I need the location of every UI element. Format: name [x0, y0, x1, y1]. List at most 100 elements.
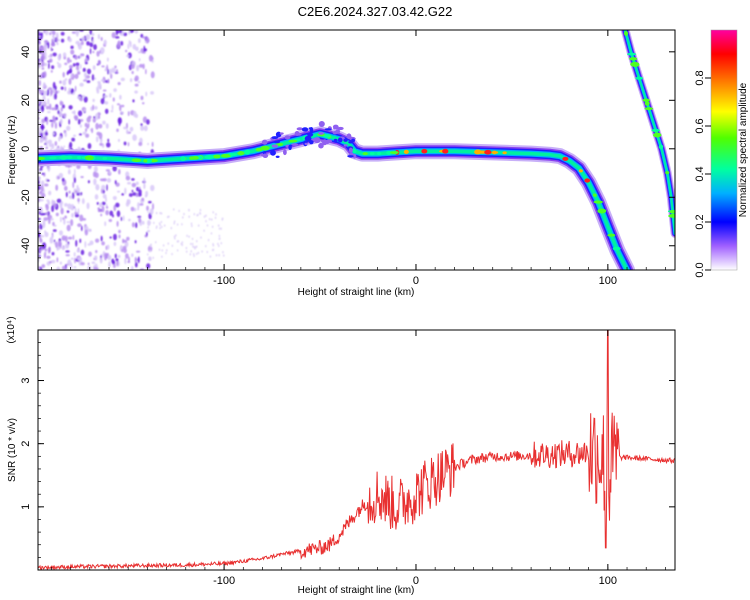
noise-speck: [65, 250, 70, 253]
noise-speck: [145, 190, 149, 197]
noise-speck: [133, 207, 137, 212]
noise-speck: [149, 221, 152, 224]
noise-speck: [45, 204, 49, 211]
noise-speck: [215, 213, 217, 216]
noise-speck: [73, 252, 76, 257]
noise-speck: [147, 229, 151, 233]
noise-speck: [101, 65, 105, 68]
ridge-hotspot: [180, 156, 186, 162]
noise-speck: [80, 119, 84, 122]
noise-speck: [52, 34, 55, 38]
y-tick-label: 2: [20, 441, 32, 447]
noise-speck: [144, 40, 147, 44]
noise-speck: [70, 45, 74, 50]
ridge-scatter: [347, 155, 354, 158]
noise-speck: [181, 223, 183, 226]
noise-speck: [118, 234, 121, 239]
noise-speck: [163, 224, 166, 227]
noise-speck: [60, 86, 64, 90]
noise-speck: [47, 98, 50, 105]
colorbar: 0.0 0.2 0.4 0.6 0.8 Normalized spectral ampl…: [694, 29, 749, 278]
noise-speck: [132, 99, 135, 103]
noise-speck: [46, 199, 50, 202]
noise-speck: [66, 57, 71, 64]
ridge-scatter: [333, 127, 339, 130]
noise-speck: [114, 36, 120, 39]
noise-speck: [87, 143, 92, 150]
noise-speck: [51, 205, 55, 212]
noise-speck: [129, 78, 133, 83]
noise-speck: [183, 212, 185, 216]
snr-y-ticks: 1 2 3: [20, 342, 675, 558]
noise-speck: [41, 208, 43, 215]
noise-speck: [41, 264, 46, 268]
noise-speck: [146, 231, 148, 237]
noise-speck: [64, 185, 68, 191]
noise-speck: [125, 49, 128, 53]
noise-speck: [77, 198, 80, 202]
noise-speck: [39, 249, 42, 252]
noise-speck: [84, 62, 88, 65]
noise-speck: [162, 244, 165, 247]
ridge-hotspot: [204, 154, 214, 160]
noise-speck: [125, 253, 129, 259]
noise-speck: [149, 249, 151, 253]
noise-speck: [135, 250, 141, 253]
noise-speck: [38, 176, 41, 181]
noise-speck: [124, 241, 129, 248]
y-tick-label: 0: [20, 146, 32, 152]
noise-speck: [158, 248, 161, 251]
noise-speck: [64, 203, 68, 207]
noise-speck: [59, 118, 63, 125]
spectrogram-y-ticks: -40 -20 0 20 40: [20, 39, 675, 271]
noise-speck: [112, 195, 117, 201]
noise-speck: [74, 116, 79, 121]
noise-speck: [117, 254, 121, 258]
noise-speck: [151, 141, 154, 148]
noise-speck: [38, 185, 41, 190]
noise-speck: [218, 237, 221, 241]
noise-speck: [38, 35, 42, 38]
noise-speck: [131, 189, 134, 193]
noise-speck: [221, 218, 224, 221]
noise-speck: [39, 74, 43, 79]
noise-speck: [108, 68, 112, 76]
noise-speck: [83, 79, 88, 82]
noise-speck: [67, 236, 73, 240]
noise-speck: [150, 91, 155, 95]
noise-speck: [41, 125, 44, 132]
noise-speck: [101, 201, 106, 206]
ridge-hotspot: [631, 64, 639, 67]
noise-speck: [39, 190, 43, 194]
ridge-scatter: [348, 147, 353, 153]
noise-speck: [87, 262, 90, 266]
noise-speck: [63, 218, 66, 225]
noise-speck: [191, 224, 193, 228]
ridge-hotspot: [421, 148, 428, 154]
noise-speck: [38, 233, 41, 238]
spectrogram-ridge: [620, 30, 675, 238]
noise-speck: [100, 98, 105, 105]
noise-speck: [94, 194, 99, 200]
noise-speck: [181, 243, 184, 247]
noise-speck: [48, 58, 53, 63]
noise-speck: [138, 189, 142, 196]
noise-speck: [102, 120, 106, 125]
noise-speck: [69, 141, 73, 149]
ridge-scatter: [343, 144, 348, 147]
noise-speck: [200, 236, 202, 239]
ridge-scatter: [301, 127, 309, 132]
ridge-hotspot: [597, 208, 607, 214]
x-tick-label: -100: [213, 275, 235, 287]
noise-speck: [128, 218, 131, 222]
noise-speck: [50, 259, 56, 264]
noise-speck: [115, 202, 120, 208]
noise-speck: [39, 167, 43, 171]
noise-speck: [89, 48, 92, 55]
noise-speck: [159, 226, 161, 230]
noise-speck: [148, 54, 153, 62]
noise-speck: [194, 247, 196, 250]
noise-speck: [149, 244, 152, 248]
noise-speck: [79, 55, 82, 59]
noise-speck: [95, 249, 98, 254]
